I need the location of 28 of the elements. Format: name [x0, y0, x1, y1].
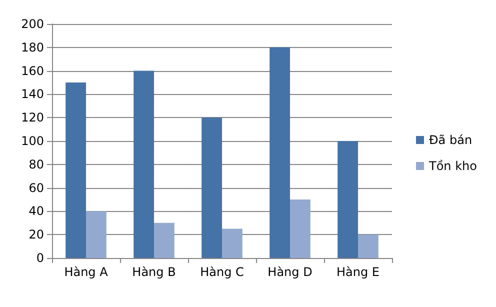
x-tick-label: Hàng C [200, 265, 244, 279]
bar [222, 228, 242, 258]
y-tick-label: 120 [21, 110, 44, 125]
x-tick-label: Hàng E [336, 265, 380, 279]
y-tick-label: 160 [21, 64, 44, 78]
x-tick-label: Hàng A [64, 265, 109, 279]
y-tick-label: 200 [21, 17, 44, 31]
y-tick-label: 40 [28, 204, 44, 218]
y-tick-label: 140 [21, 87, 44, 102]
y-tick-label: 180 [21, 40, 44, 54]
bar [290, 200, 310, 258]
bar [270, 47, 290, 258]
y-tick-label: 0 [36, 251, 44, 265]
x-tick-label: Hàng D [268, 265, 312, 279]
x-tick-label: Hàng B [132, 265, 176, 279]
y-tick-label: 100 [21, 134, 44, 148]
bar [358, 234, 378, 258]
y-tick-label: 20 [28, 228, 44, 242]
legend-label: Đã bán [429, 133, 472, 147]
bar [86, 211, 106, 258]
y-tick-label: 60 [28, 180, 44, 195]
bar [134, 70, 154, 258]
legend-label: Tồn kho [428, 159, 478, 173]
y-tick-label: 80 [28, 157, 44, 172]
bar [202, 118, 222, 258]
bar [154, 222, 174, 258]
bar [66, 82, 86, 258]
bar [338, 141, 358, 258]
